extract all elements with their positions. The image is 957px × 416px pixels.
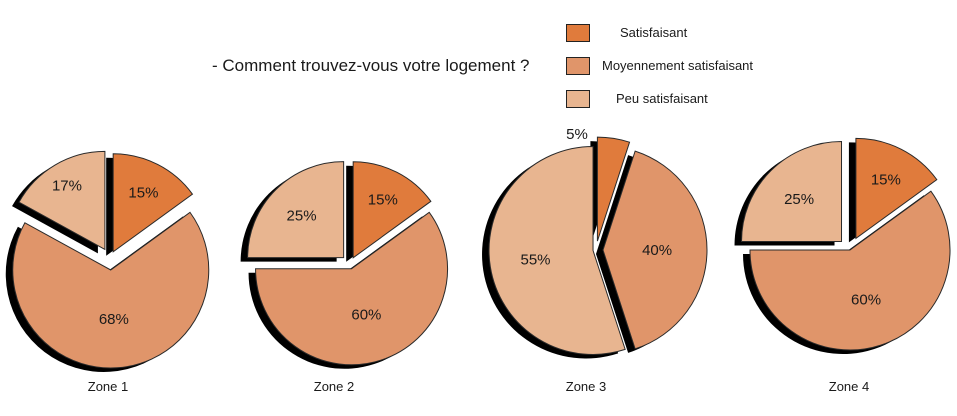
slice-label-moyennement-satisfaisant: 40% — [642, 242, 672, 259]
pie-slice-satisfaisant — [352, 161, 432, 259]
pie-slice-moyennement-satisfaisant — [602, 150, 708, 350]
slice-label-moyennement-satisfaisant: 68% — [99, 311, 129, 328]
pie-slice-moyennement-satisfaisant — [12, 211, 210, 369]
legend-swatch-peu-satisfaisant — [566, 90, 590, 108]
legend-label-peu-satisfaisant: Peu satisfaisant — [616, 91, 708, 106]
zone-title: Zone 2 — [314, 379, 354, 394]
pie-chart-zone-3: 5% 40% 55% Zone 3 — [482, 126, 708, 394]
pie-chart-zone-2: 15% 60% 25% Zone 2 — [240, 161, 448, 394]
zone-title: Zone 4 — [829, 379, 869, 394]
pie-chart-zone-4: 15% 60% 25% Zone 4 — [734, 137, 951, 394]
slice-label-peu-satisfaisant: 25% — [287, 208, 317, 225]
slice-label-satisfaisant: 15% — [128, 184, 158, 201]
pie-slice-satisfaisant — [596, 136, 631, 242]
pie-slice-moyennement-satisfaisant — [749, 190, 951, 351]
slice-label-satisfaisant: 5% — [566, 126, 588, 143]
slice-label-moyennement-satisfaisant: 60% — [351, 306, 381, 323]
pie-slice-satisfaisant — [855, 137, 938, 240]
pie-slice-peu-satisfaisant — [741, 141, 843, 243]
pie-slice-satisfaisant — [112, 153, 194, 253]
legend-label-satisfaisant: Satisfaisant — [620, 25, 688, 40]
legend-swatch-satisfaisant — [566, 24, 590, 42]
pie-slice-peu-satisfaisant — [488, 145, 626, 355]
slice-label-peu-satisfaisant: 17% — [52, 177, 82, 194]
slice-label-satisfaisant: 15% — [368, 192, 398, 209]
zone-title: Zone 3 — [566, 379, 606, 394]
slice-label-moyennement-satisfaisant: 60% — [851, 291, 881, 308]
slice-label-peu-satisfaisant: 55% — [520, 252, 550, 269]
pie-chart-zone-1: 15% 68% 17% Zone 1 — [5, 150, 210, 394]
slice-label-satisfaisant: 15% — [871, 172, 901, 189]
chart-question: - Comment trouvez-vous votre logement ? — [212, 56, 530, 75]
slice-label-peu-satisfaisant: 25% — [784, 191, 814, 208]
legend-label-moyennement-satisfaisant: Moyennement satisfaisant — [602, 58, 754, 73]
zone-title: Zone 1 — [88, 379, 128, 394]
pie-slice-peu-satisfaisant — [247, 161, 345, 259]
legend-swatch-moyennement-satisfaisant — [566, 57, 590, 75]
pie-slice-moyennement-satisfaisant — [255, 211, 448, 366]
pie-slice-peu-satisfaisant — [18, 150, 106, 251]
